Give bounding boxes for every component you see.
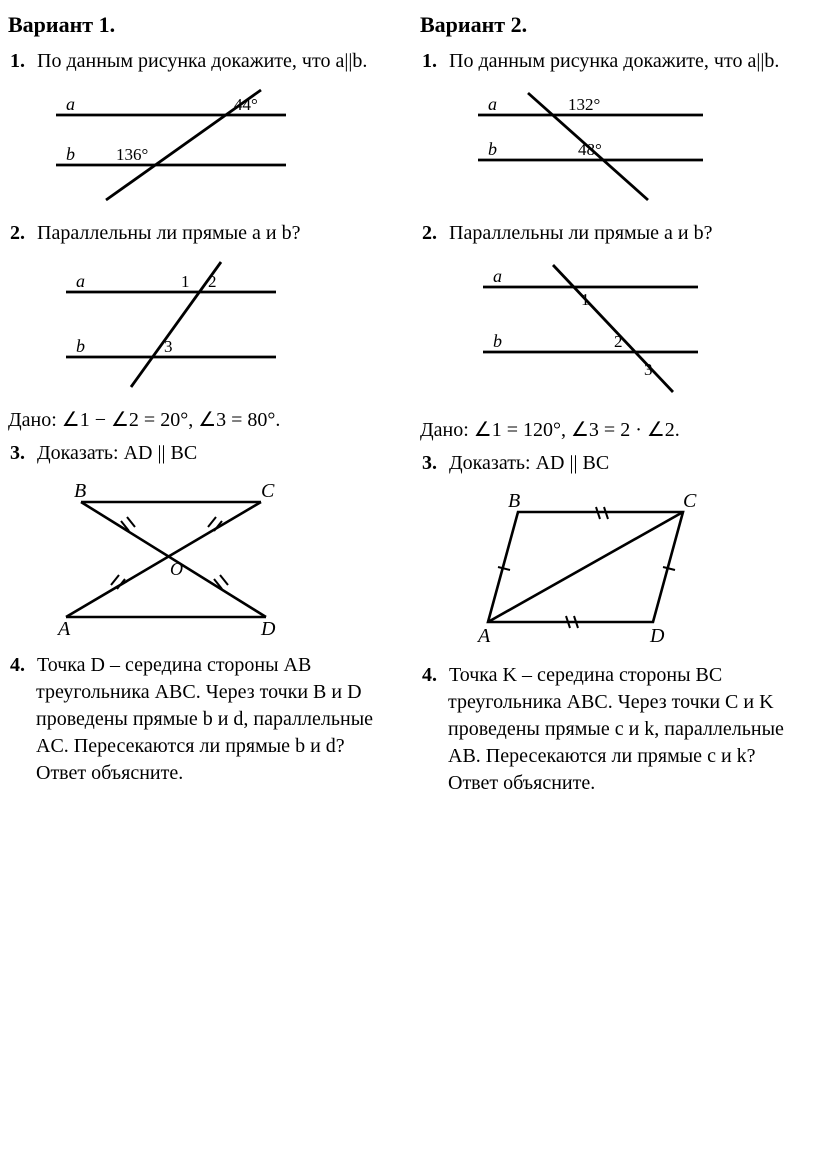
v2-given2: Дано: ∠1 = 120°, ∠3 = 2 · ∠2. bbox=[420, 417, 808, 444]
svg-text:a: a bbox=[76, 271, 85, 291]
svg-text:O: O bbox=[170, 559, 183, 579]
svg-text:A: A bbox=[56, 618, 71, 640]
svg-text:132°: 132° bbox=[568, 95, 600, 114]
svg-text:D: D bbox=[260, 618, 276, 640]
svg-text:1: 1 bbox=[181, 272, 190, 291]
v2-task2-text: Параллельны ли прямые a и b? bbox=[449, 222, 712, 244]
column-variant-2: Вариант 2. 1. По данным рисунка докажите… bbox=[420, 10, 808, 807]
v1-f1-ang136: 136° bbox=[116, 145, 148, 164]
v1-task4-text: Точка D – середина стороны AB треугольни… bbox=[36, 654, 373, 784]
v2-task1-num: 1. bbox=[422, 48, 444, 75]
svg-text:2: 2 bbox=[614, 332, 623, 351]
v2-task2-num: 2. bbox=[422, 220, 444, 247]
svg-text:A: A bbox=[476, 625, 491, 647]
variant-2-title: Вариант 2. bbox=[420, 10, 808, 40]
v2-task3: 3. Доказать: AD || BC bbox=[420, 450, 808, 477]
svg-text:3: 3 bbox=[644, 360, 653, 379]
v2-figure3: B C A D bbox=[448, 487, 808, 652]
v2-task3-num: 3. bbox=[422, 450, 444, 477]
svg-text:3: 3 bbox=[164, 337, 173, 356]
svg-text:b: b bbox=[76, 336, 85, 356]
v2-task4: 4. Точка K – середина стороны BC треугол… bbox=[420, 662, 808, 797]
v1-f1-b: b bbox=[66, 144, 75, 164]
v1-task3: 3. Доказать: AD || BC bbox=[8, 440, 396, 467]
v1-figure1: a b 44° 136° bbox=[36, 85, 396, 210]
v1-given2: Дано: ∠1 − ∠2 = 20°, ∠3 = 80°. bbox=[8, 407, 396, 434]
v1-task1-num: 1. bbox=[10, 48, 32, 75]
svg-text:2: 2 bbox=[208, 272, 217, 291]
v2-task4-text: Точка K – середина стороны BC треугольни… bbox=[448, 664, 784, 794]
svg-text:a: a bbox=[488, 94, 497, 114]
page: Вариант 1. 1. По данным рисунка докажите… bbox=[8, 10, 808, 807]
column-variant-1: Вариант 1. 1. По данным рисунка докажите… bbox=[8, 10, 396, 807]
v2-task4-num: 4. bbox=[422, 662, 444, 689]
svg-text:b: b bbox=[493, 331, 502, 351]
v2-task1-text: По данным рисунка докажите, что a||b. bbox=[449, 50, 779, 72]
v1-task4-num: 4. bbox=[10, 652, 32, 679]
v2-task1: 1. По данным рисунка докажите, что a||b. bbox=[420, 48, 808, 75]
v1-task1: 1. По данным рисунка докажите, что a||b. bbox=[8, 48, 396, 75]
svg-text:b: b bbox=[488, 139, 497, 159]
v2-task3-text: Доказать: AD || BC bbox=[449, 452, 609, 474]
v1-task2-num: 2. bbox=[10, 220, 32, 247]
v1-task1-text: По данным рисунка докажите, что a||b. bbox=[37, 50, 367, 72]
svg-text:B: B bbox=[74, 480, 86, 502]
v2-task2: 2. Параллельны ли прямые a и b? bbox=[420, 220, 808, 247]
svg-text:C: C bbox=[683, 490, 697, 512]
v1-figure2: a b 1 2 3 bbox=[36, 257, 396, 397]
svg-text:48°: 48° bbox=[578, 140, 602, 159]
variant-1-title: Вариант 1. bbox=[8, 10, 396, 40]
v1-f1-a: a bbox=[66, 94, 75, 114]
svg-text:a: a bbox=[493, 266, 502, 286]
v1-f1-ang44: 44° bbox=[234, 95, 258, 114]
v2-figure2: a b 1 2 3 bbox=[448, 257, 808, 407]
v1-figure3: B C A D O bbox=[36, 477, 396, 642]
svg-text:D: D bbox=[649, 625, 665, 647]
v1-task3-num: 3. bbox=[10, 440, 32, 467]
v1-task4: 4. Точка D – середина стороны AB треугол… bbox=[8, 652, 396, 787]
v1-task3-text: Доказать: AD || BC bbox=[37, 442, 197, 464]
svg-text:1: 1 bbox=[581, 290, 590, 309]
v1-task2: 2. Параллельны ли прямые a и b? bbox=[8, 220, 396, 247]
v2-figure1: a b 132° 48° bbox=[448, 85, 808, 210]
svg-text:B: B bbox=[508, 490, 520, 512]
v1-task2-text: Параллельны ли прямые a и b? bbox=[37, 222, 300, 244]
svg-text:C: C bbox=[261, 480, 275, 502]
